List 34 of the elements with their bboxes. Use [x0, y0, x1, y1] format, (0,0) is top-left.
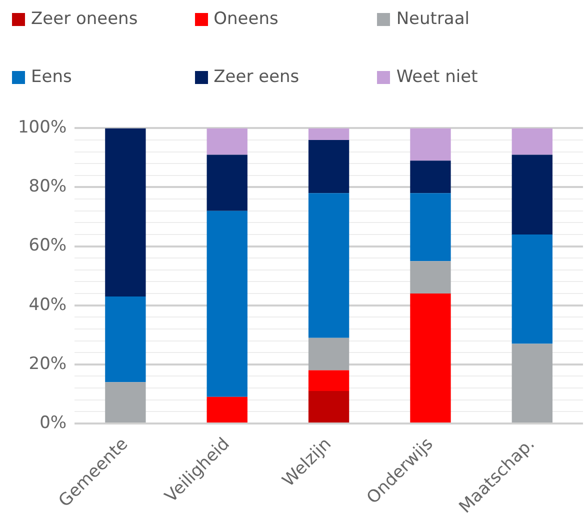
- bar: [410, 193, 451, 262]
- y-tick-label: 60%: [28, 236, 67, 256]
- bar: [308, 128, 350, 140]
- bar: [308, 140, 350, 194]
- legend-label: Oneens: [214, 9, 278, 29]
- bar: [105, 128, 146, 296]
- bar: [206, 154, 248, 211]
- legend-label: Eens: [31, 67, 72, 87]
- bar: [105, 296, 146, 382]
- bar: [105, 382, 146, 422]
- bar: [206, 210, 248, 397]
- y-tick-label: 80%: [28, 176, 67, 197]
- legend-label: Neutraal: [396, 9, 470, 29]
- bar: [512, 154, 552, 234]
- bar: [410, 294, 451, 422]
- bar: [410, 128, 451, 161]
- bar: [308, 338, 350, 370]
- legend-label: Zeer oneens: [31, 9, 138, 29]
- bar: [410, 261, 451, 294]
- y-tick-label: 0%: [40, 412, 67, 433]
- bar: [308, 370, 350, 391]
- bar: [308, 193, 350, 338]
- bar: [512, 128, 552, 155]
- y-tick-label: 20%: [28, 354, 67, 374]
- legend-label: Zeer eens: [214, 67, 300, 87]
- bar: [206, 128, 248, 155]
- bar: [512, 344, 552, 422]
- bar: [512, 234, 552, 344]
- bar: [206, 396, 248, 422]
- legend-label: Weet niet: [396, 67, 478, 87]
- y-tick-label: 40%: [28, 294, 67, 315]
- bar: [308, 390, 350, 422]
- bar: [410, 160, 451, 194]
- y-tick-label: 100%: [18, 118, 67, 138]
